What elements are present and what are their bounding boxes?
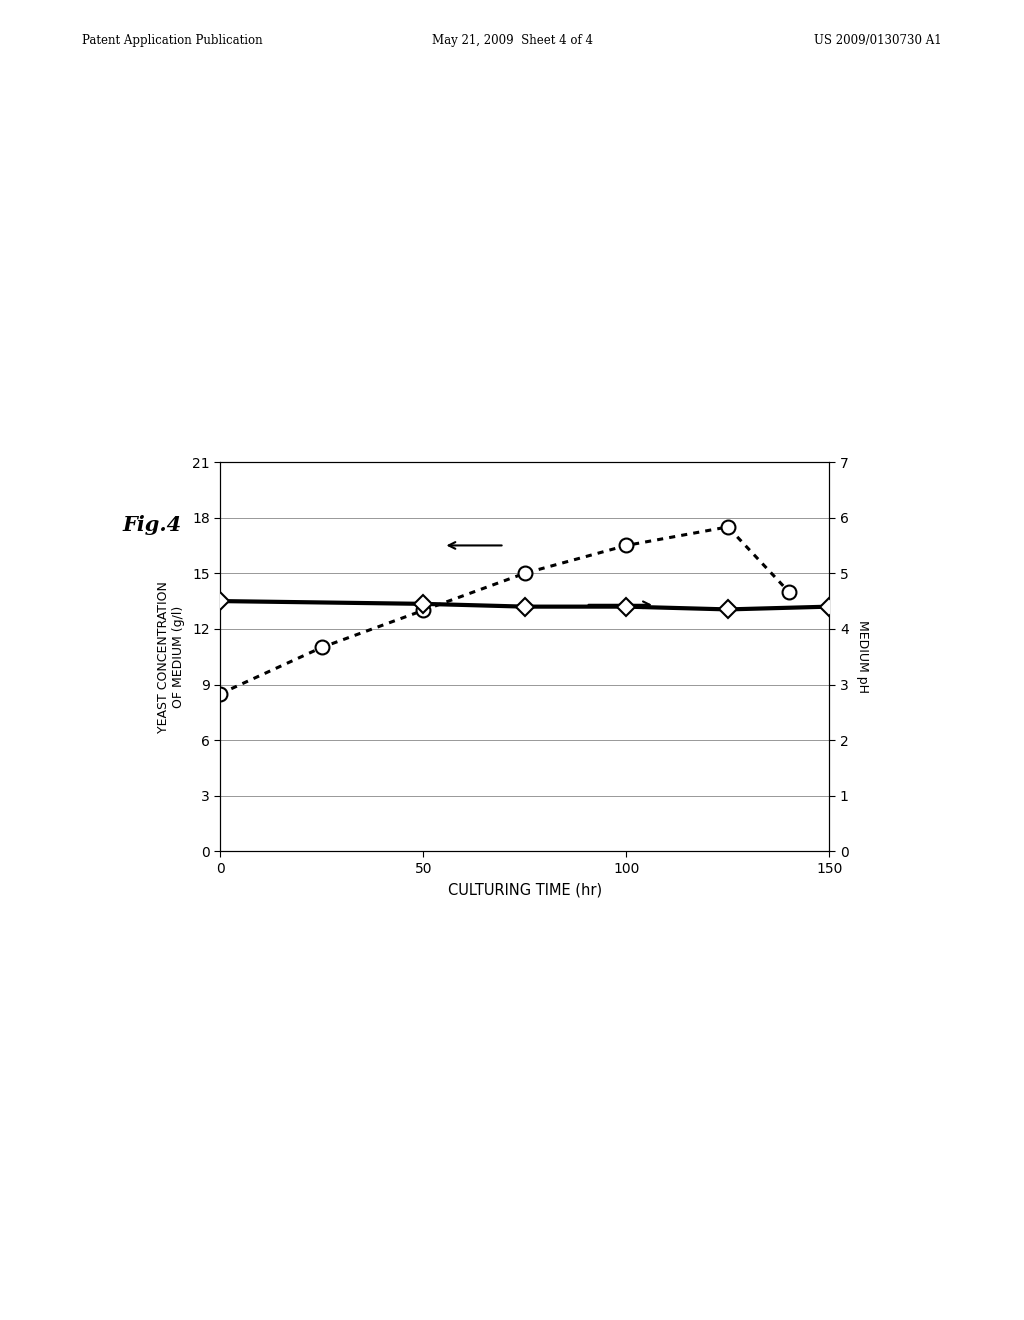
- Text: Fig.4: Fig.4: [123, 515, 182, 535]
- Text: US 2009/0130730 A1: US 2009/0130730 A1: [814, 34, 942, 48]
- Y-axis label: MEDIUM pH: MEDIUM pH: [856, 620, 868, 693]
- Text: May 21, 2009  Sheet 4 of 4: May 21, 2009 Sheet 4 of 4: [431, 34, 593, 48]
- Y-axis label: YEAST CONCENTRATION
OF MEDIUM (g/l): YEAST CONCENTRATION OF MEDIUM (g/l): [157, 581, 185, 733]
- X-axis label: CULTURING TIME (hr): CULTURING TIME (hr): [447, 883, 602, 898]
- Text: Patent Application Publication: Patent Application Publication: [82, 34, 262, 48]
